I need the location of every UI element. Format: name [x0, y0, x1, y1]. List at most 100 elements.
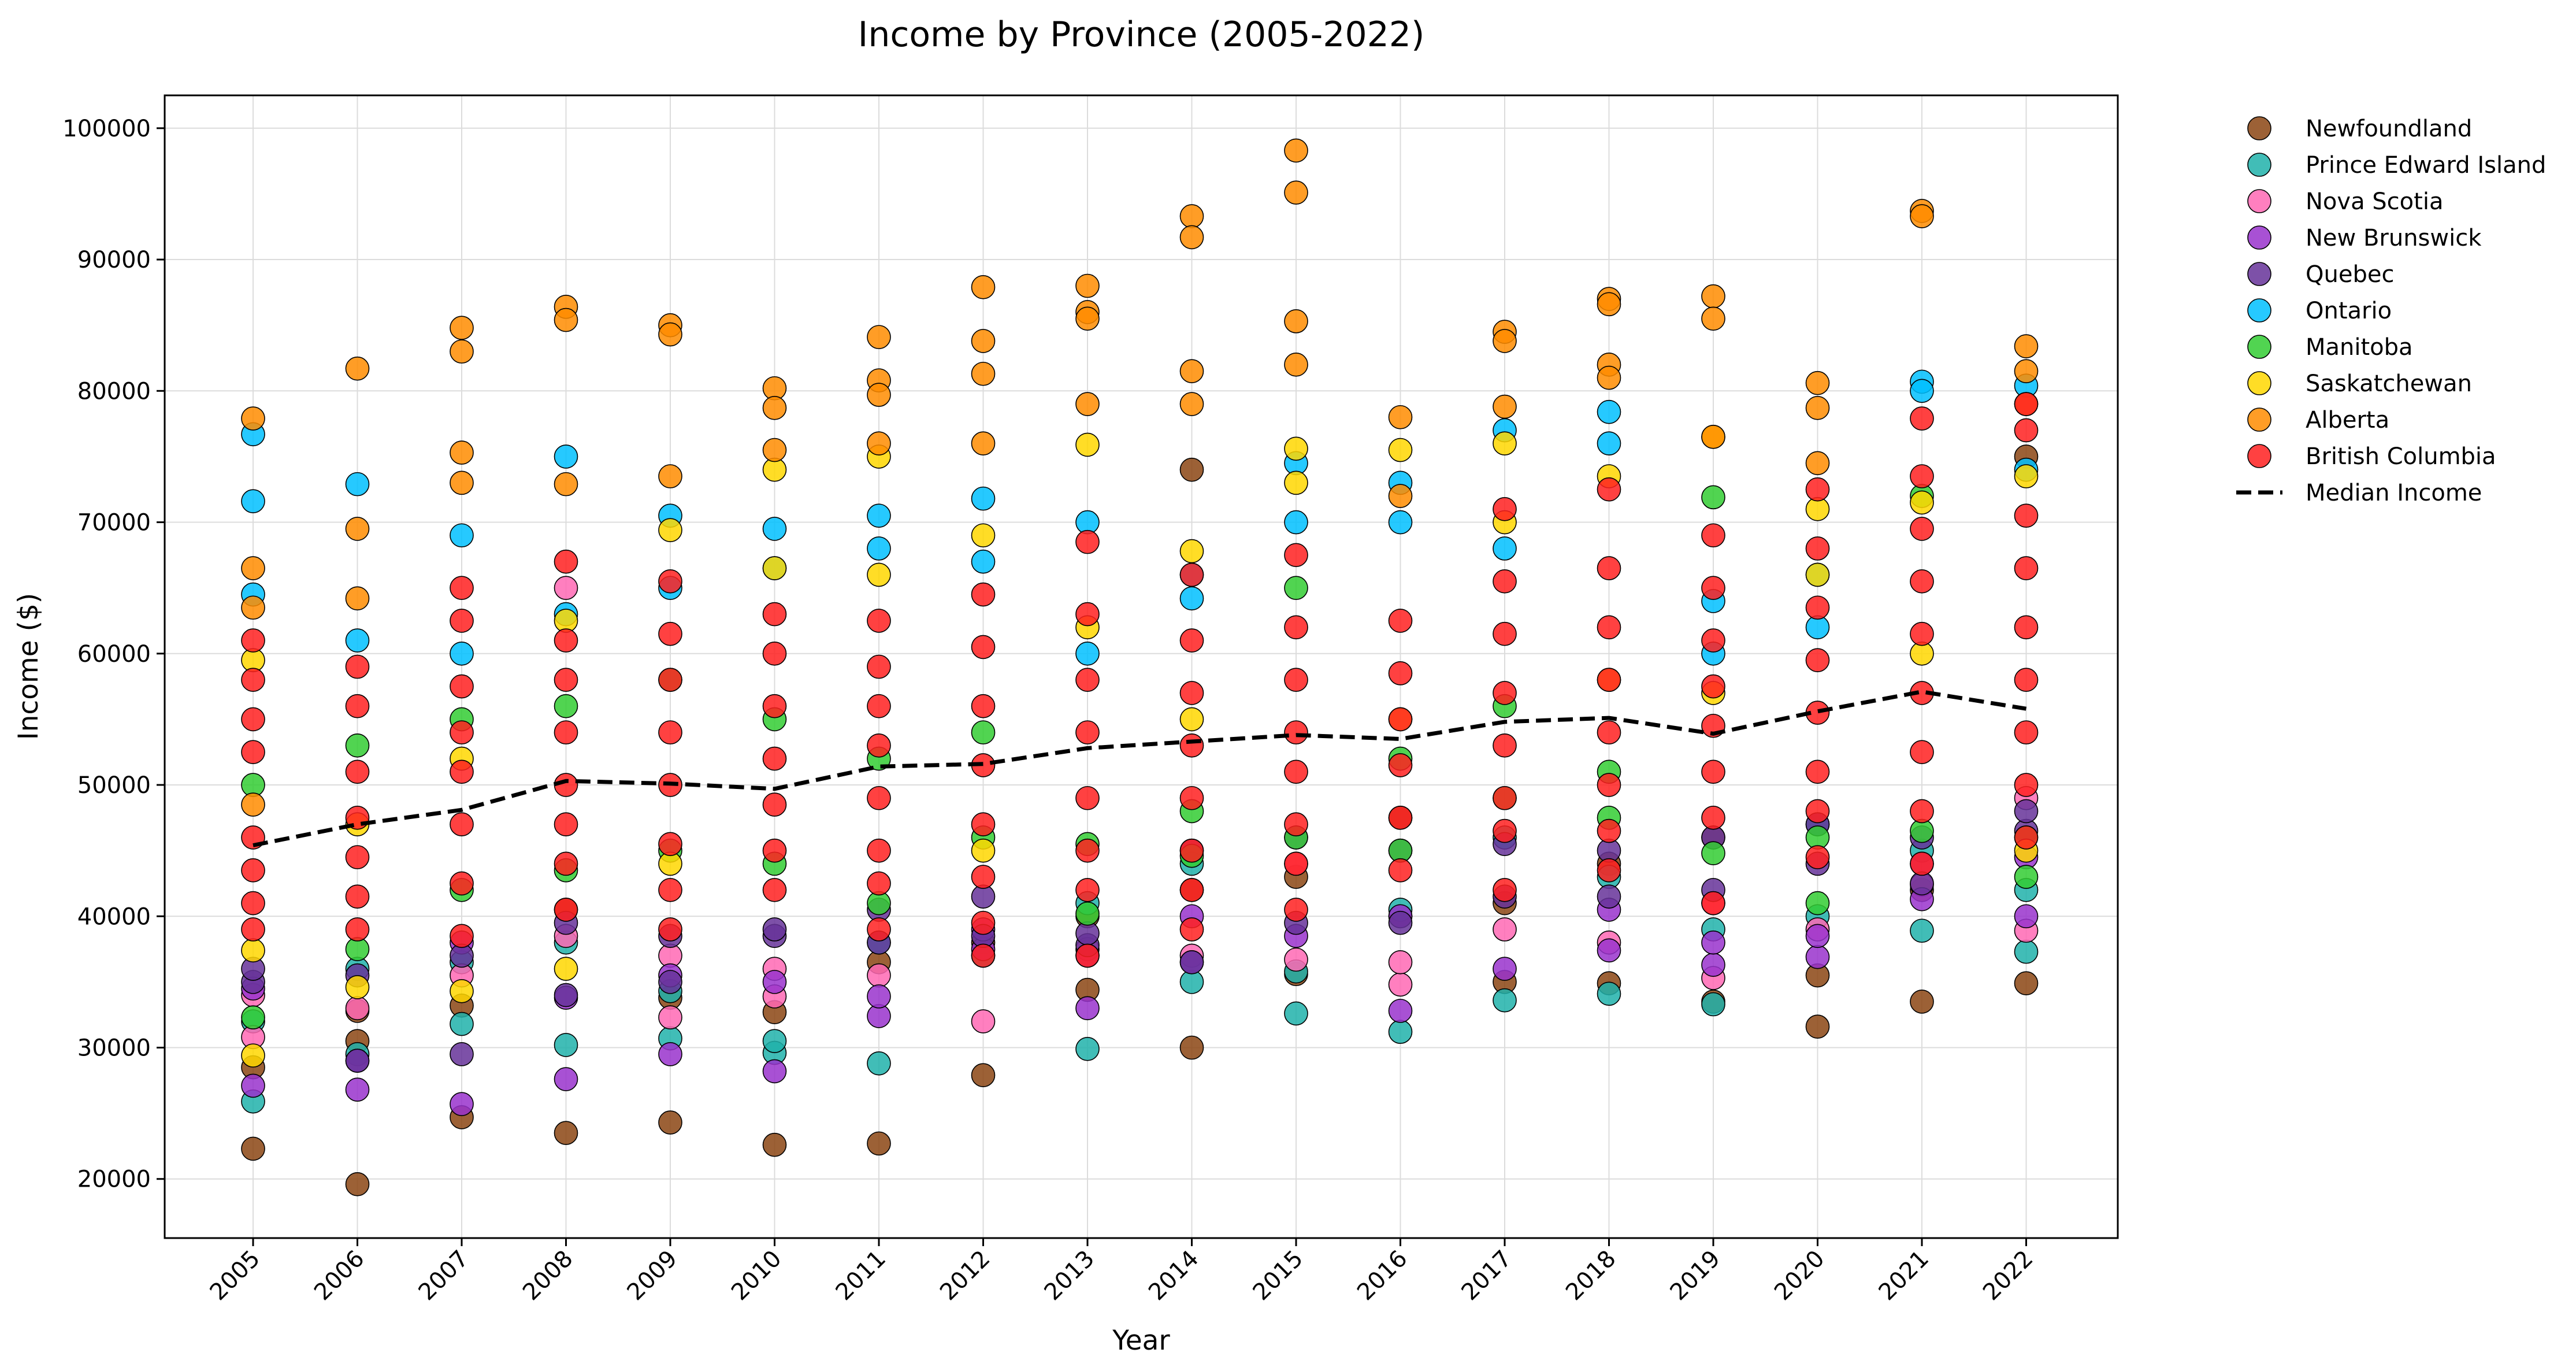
point-british-columbia [1805, 536, 1830, 561]
y-tick-label: 50000 [77, 772, 151, 799]
point-british-columbia [2014, 615, 2039, 640]
point-prince-edward-island [450, 1011, 474, 1036]
point-british-columbia [971, 582, 996, 607]
point-manitoba [1284, 576, 1308, 600]
point-alberta [1179, 204, 1204, 228]
point-british-columbia [762, 694, 787, 718]
point-alberta [1179, 392, 1204, 416]
point-alberta [762, 396, 787, 420]
point-british-columbia [345, 917, 370, 942]
legend-marker-nova-scotia [2247, 189, 2271, 213]
point-british-columbia [1493, 497, 1517, 521]
point-british-columbia [2014, 503, 2039, 528]
point-alberta [1284, 180, 1308, 205]
y-tick-label: 70000 [77, 510, 151, 536]
point-alberta [2014, 334, 2039, 358]
point-newfoundland [762, 1132, 787, 1157]
point-manitoba [2014, 865, 2039, 889]
point-quebec [554, 983, 578, 1007]
point-quebec [345, 1048, 370, 1073]
point-british-columbia [1910, 799, 1934, 824]
point-saskatchewan [2014, 464, 2039, 488]
point-new-brunswick [1805, 944, 1830, 969]
point-british-columbia [867, 733, 891, 758]
legend-marker-alberta [2247, 407, 2271, 432]
point-prince-edward-island [1284, 1001, 1308, 1026]
point-alberta [345, 517, 370, 541]
point-newfoundland [345, 1172, 370, 1196]
point-alberta [1597, 292, 1621, 317]
point-nova-scotia [345, 996, 370, 1021]
point-british-columbia [241, 707, 265, 732]
point-british-columbia [1388, 609, 1413, 633]
point-saskatchewan [450, 979, 474, 1003]
point-british-columbia [554, 720, 578, 744]
point-british-columbia [1910, 406, 1934, 431]
point-ontario [450, 523, 474, 548]
point-british-columbia [241, 917, 265, 942]
point-british-columbia [1284, 812, 1308, 836]
point-manitoba [345, 733, 370, 758]
point-british-columbia [1179, 838, 1204, 863]
point-newfoundland [1179, 457, 1204, 482]
point-new-brunswick [762, 1059, 787, 1084]
legend-label-quebec: Quebec [2306, 261, 2394, 288]
point-alberta [1388, 484, 1413, 508]
point-ontario [1388, 510, 1413, 535]
point-newfoundland [867, 1131, 891, 1156]
point-british-columbia [1075, 602, 1100, 627]
point-ontario [971, 549, 996, 574]
point-british-columbia [345, 694, 370, 718]
point-british-columbia [1805, 799, 1830, 824]
point-alberta [554, 472, 578, 496]
point-british-columbia [450, 871, 474, 896]
point-quebec [1179, 950, 1204, 974]
point-british-columbia [450, 924, 474, 948]
legend-label-manitoba: Manitoba [2306, 334, 2413, 361]
point-saskatchewan [1179, 707, 1204, 732]
point-quebec [2014, 799, 2039, 824]
point-british-columbia [1597, 556, 1621, 580]
point-alberta [1388, 405, 1413, 429]
point-british-columbia [1805, 648, 1830, 672]
point-british-columbia [1388, 753, 1413, 777]
point-british-columbia [1597, 668, 1621, 692]
point-prince-edward-island [867, 1051, 891, 1076]
y-tick-label: 90000 [77, 247, 151, 273]
point-british-columbia [1075, 838, 1100, 863]
point-british-columbia [450, 576, 474, 600]
point-british-columbia [345, 759, 370, 784]
point-quebec [450, 1042, 474, 1066]
point-ontario [1179, 586, 1204, 611]
point-nova-scotia [1284, 947, 1308, 972]
point-british-columbia [1493, 785, 1517, 810]
point-alberta [1805, 396, 1830, 420]
point-british-columbia [971, 694, 996, 718]
point-alberta [971, 361, 996, 386]
point-saskatchewan [658, 518, 682, 542]
point-british-columbia [241, 858, 265, 883]
x-axis-label: Year [1112, 1325, 1170, 1357]
point-nova-scotia [867, 963, 891, 988]
legend-marker-newfoundland [2247, 116, 2271, 140]
legend-label-median-income: Median Income [2306, 480, 2482, 506]
point-saskatchewan [1284, 436, 1308, 461]
point-british-columbia [2014, 825, 2039, 850]
point-british-columbia [345, 845, 370, 869]
chart-title: Income by Province (2005-2022) [858, 14, 1425, 55]
point-british-columbia [241, 740, 265, 765]
point-nova-scotia [554, 576, 578, 600]
point-alberta [762, 438, 787, 462]
point-saskatchewan [345, 975, 370, 999]
point-newfoundland [971, 1063, 996, 1088]
point-british-columbia [1388, 661, 1413, 686]
point-alberta [241, 595, 265, 620]
point-british-columbia [554, 549, 578, 574]
point-british-columbia [450, 812, 474, 836]
point-british-columbia [1910, 569, 1934, 594]
point-alberta [1075, 306, 1100, 331]
point-alberta [1597, 365, 1621, 390]
point-ontario [241, 489, 265, 513]
legend-label-saskatchewan: Saskatchewan [2306, 370, 2472, 397]
